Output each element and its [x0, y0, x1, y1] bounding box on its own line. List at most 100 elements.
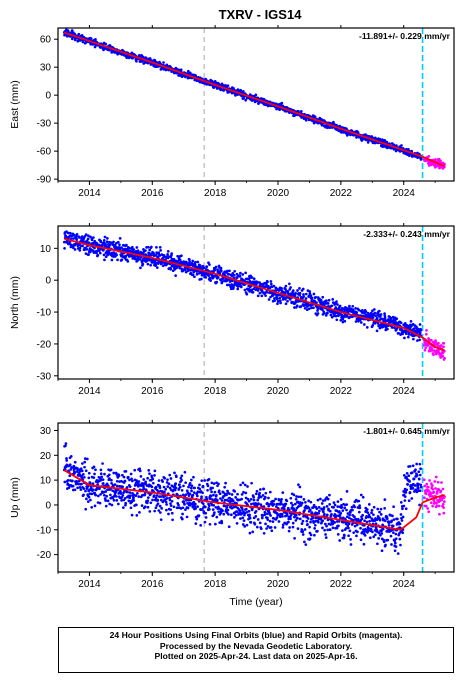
- data-point: [335, 300, 338, 303]
- data-point: [159, 495, 163, 498]
- data-point: [124, 501, 128, 505]
- data-point: [234, 496, 237, 499]
- data-point: [168, 498, 172, 502]
- data-point: [98, 486, 101, 490]
- data-point: [347, 534, 350, 538]
- data-point: [271, 294, 275, 297]
- data-point: [303, 509, 306, 512]
- data-point: [101, 482, 105, 485]
- data-point: [249, 520, 253, 524]
- data-point: [308, 290, 312, 293]
- data-point: [88, 481, 92, 485]
- caption-line-3: Plotted on 2025-Apr-24. Last data on 202…: [154, 651, 358, 662]
- data-point: [244, 507, 248, 511]
- data-point: [217, 482, 220, 486]
- data-point: [247, 499, 251, 503]
- data-point: [321, 519, 325, 523]
- data-point: [262, 487, 266, 491]
- data-point: [276, 299, 280, 303]
- data-point: [268, 490, 272, 494]
- data-point: [432, 353, 435, 357]
- x-tick-label: 2016: [141, 579, 164, 590]
- data-point: [294, 497, 298, 501]
- data-point: [166, 253, 169, 256]
- data-point: [273, 526, 277, 529]
- data-point: [259, 503, 263, 506]
- data-point: [424, 504, 428, 508]
- data-point: [412, 337, 415, 341]
- data-point: [190, 489, 193, 493]
- figure-title: TXRV - IGS14: [219, 7, 303, 22]
- data-point: [308, 537, 312, 541]
- data-point: [324, 522, 327, 526]
- data-point: [130, 513, 134, 517]
- data-point: [394, 545, 398, 548]
- data-point: [66, 231, 70, 235]
- data-point: [439, 489, 443, 493]
- data-point: [439, 159, 442, 163]
- data-point: [221, 509, 224, 513]
- data-point: [317, 506, 321, 509]
- data-point: [139, 266, 142, 270]
- data-point: [184, 493, 188, 497]
- data-point: [442, 345, 445, 349]
- data-point: [431, 488, 435, 491]
- data-point: [71, 479, 74, 483]
- data-point: [294, 509, 297, 512]
- data-point: [120, 258, 124, 262]
- data-point: [161, 480, 164, 483]
- y-tick-label: 0: [45, 500, 51, 511]
- data-point: [211, 486, 214, 490]
- data-point: [328, 528, 332, 532]
- data-point: [383, 506, 386, 510]
- data-point: [362, 323, 366, 326]
- data-point: [85, 247, 89, 251]
- data-point: [275, 505, 278, 509]
- data-point: [389, 534, 393, 538]
- data-point: [119, 490, 122, 493]
- data-point: [142, 248, 145, 251]
- data-point: [222, 491, 225, 494]
- data-point: [310, 512, 314, 515]
- data-point: [203, 479, 207, 482]
- data-point: [332, 506, 335, 509]
- data-point: [418, 503, 421, 507]
- data-point: [218, 521, 222, 524]
- data-point: [386, 538, 390, 542]
- data-point: [297, 495, 301, 499]
- data-point: [194, 522, 198, 526]
- data-point: [256, 294, 260, 298]
- data-point: [215, 481, 218, 485]
- data-point: [378, 315, 382, 318]
- data-point: [172, 505, 176, 509]
- data-point: [150, 485, 154, 489]
- data-point: [129, 472, 133, 476]
- data-point: [168, 473, 172, 477]
- data-point: [406, 483, 409, 486]
- data-point: [413, 327, 416, 330]
- data-point: [281, 523, 285, 527]
- data-point: [404, 507, 408, 511]
- data-point: [258, 491, 262, 495]
- data-point: [294, 519, 298, 522]
- data-point: [219, 269, 223, 273]
- data-point: [308, 525, 311, 529]
- data-point: [233, 490, 237, 493]
- data-point: [410, 497, 414, 500]
- data-point: [399, 513, 403, 516]
- data-point: [425, 482, 429, 486]
- data-point: [204, 516, 208, 519]
- data-point: [392, 505, 395, 509]
- data-point: [170, 484, 174, 488]
- x-tick-label: 2014: [78, 579, 101, 590]
- data-point: [135, 514, 139, 517]
- data-point: [68, 231, 72, 235]
- data-point: [389, 316, 393, 320]
- data-point: [178, 485, 182, 489]
- data-point: [361, 495, 365, 499]
- data-point: [315, 301, 318, 304]
- data-point: [251, 530, 255, 534]
- data-point: [354, 307, 357, 310]
- data-point: [103, 235, 107, 239]
- data-point: [261, 494, 265, 497]
